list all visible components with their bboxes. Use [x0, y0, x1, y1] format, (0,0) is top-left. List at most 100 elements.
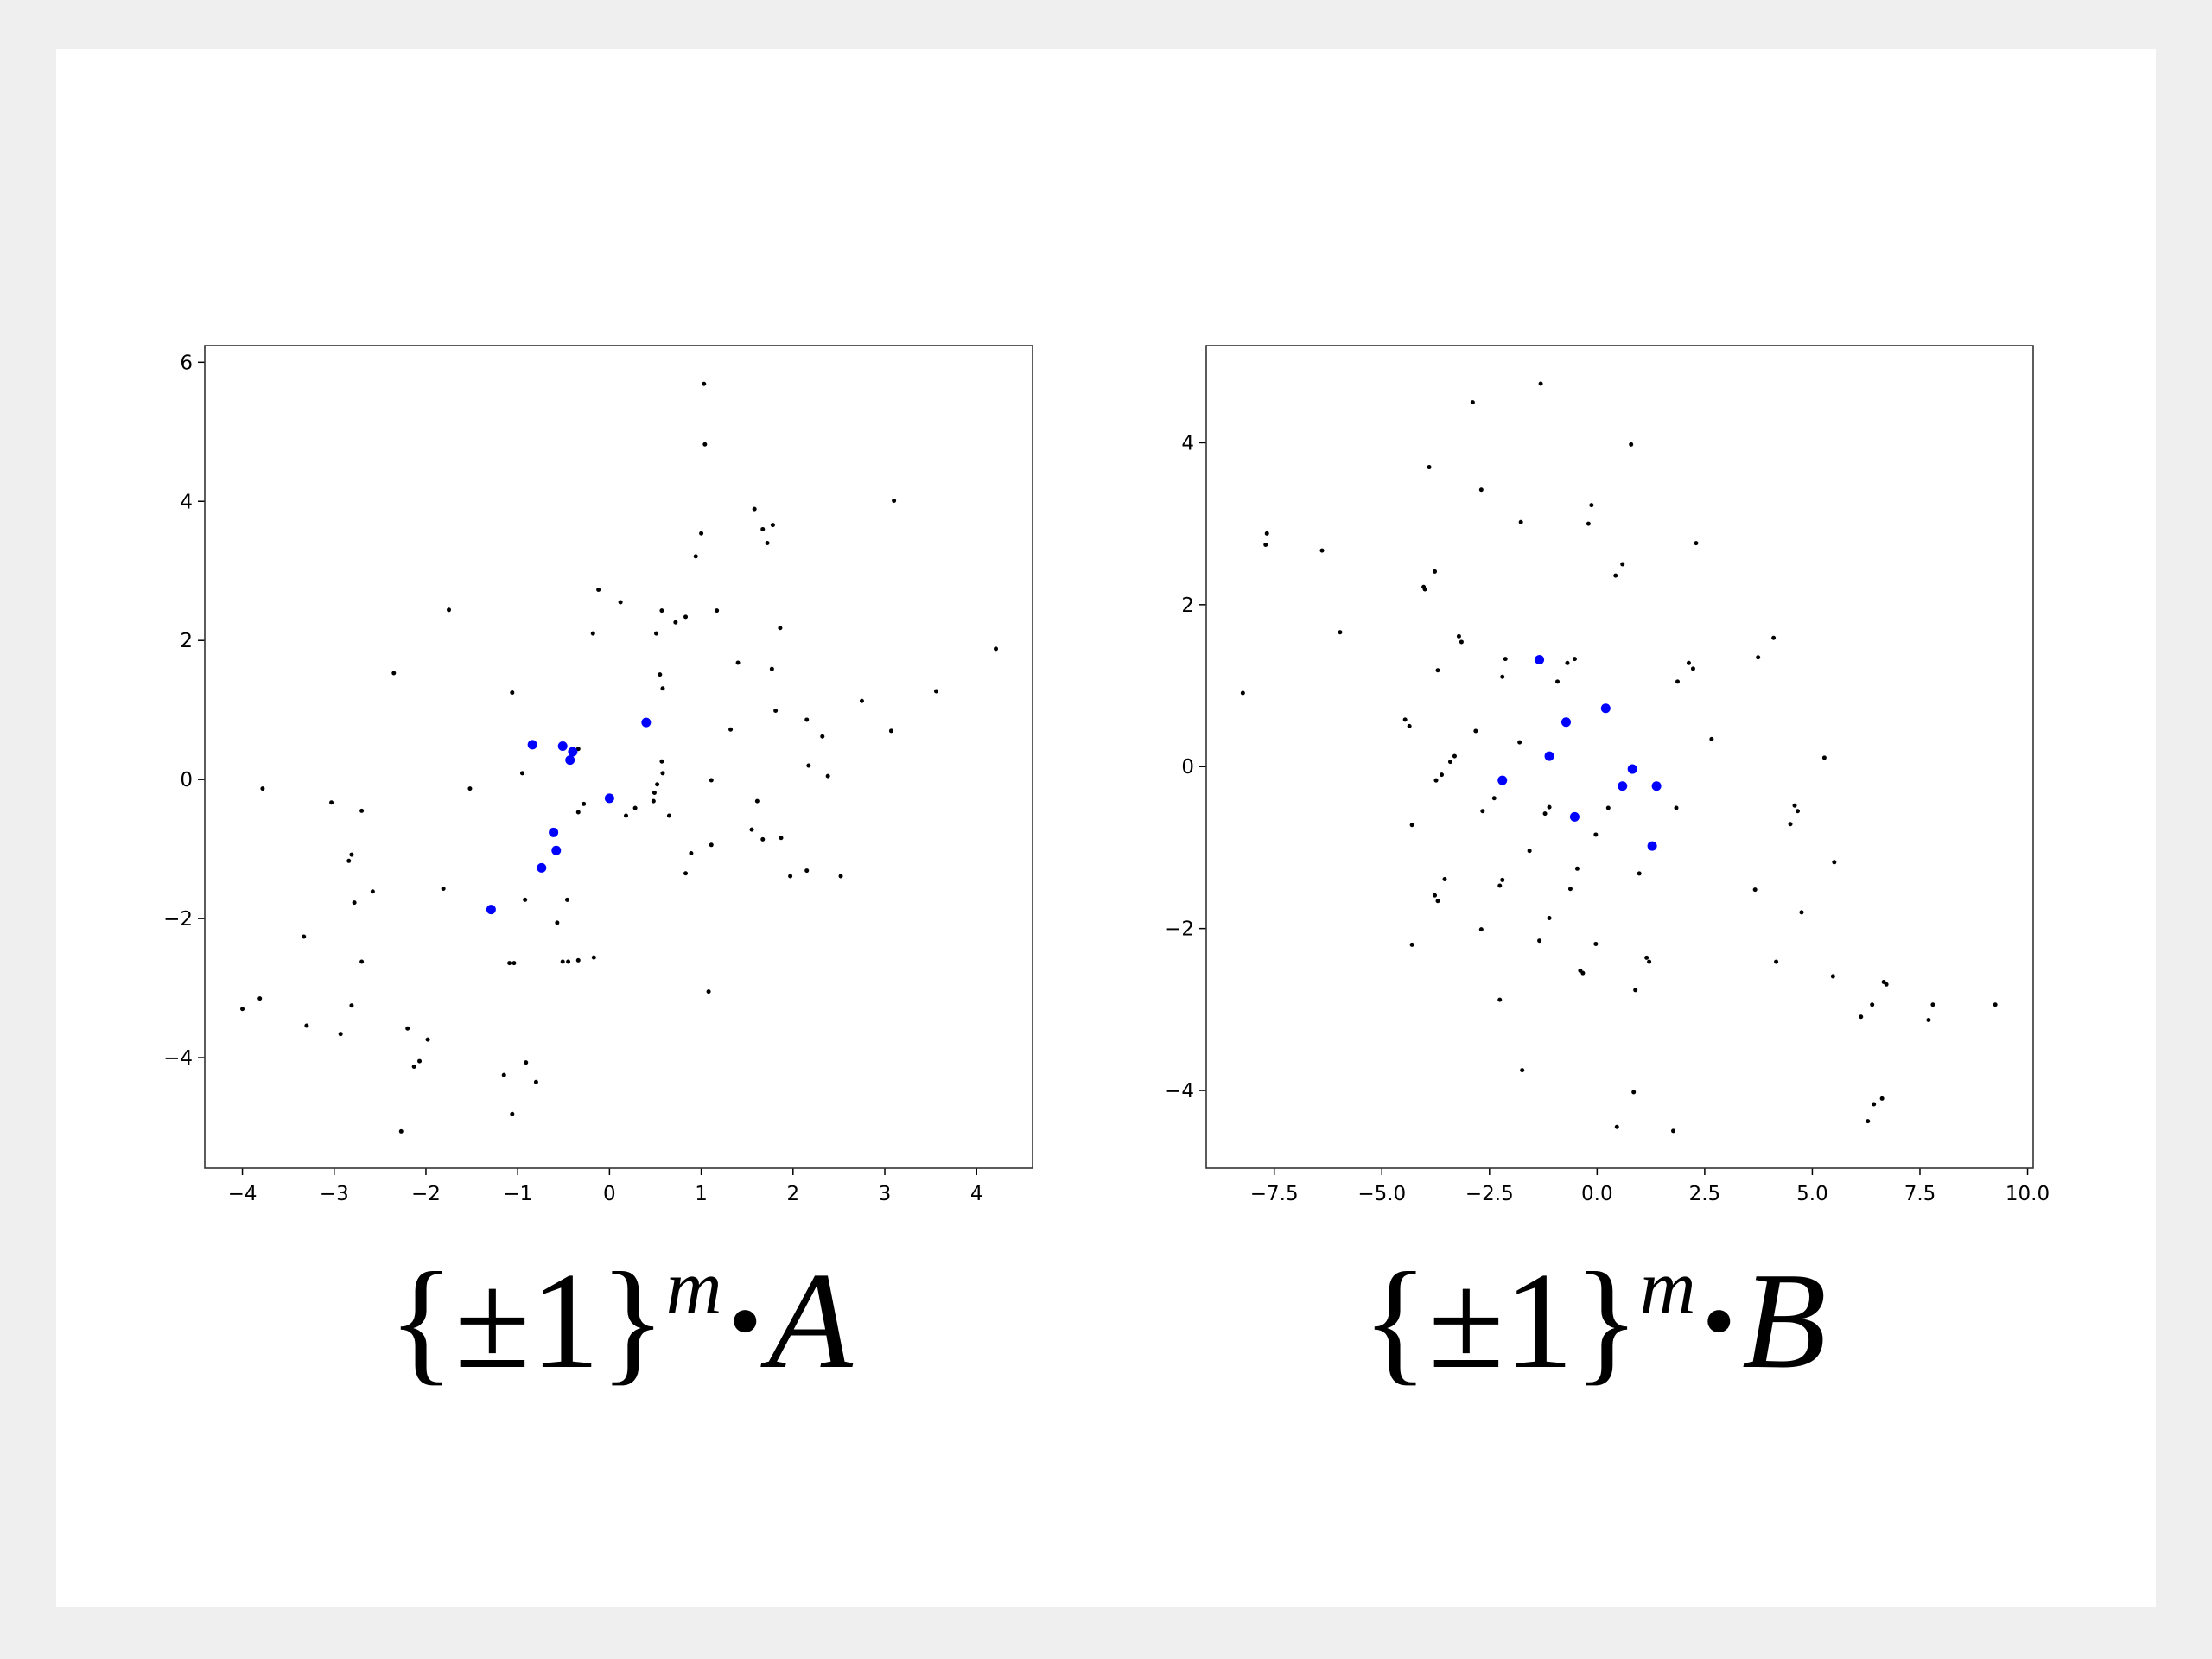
point [769, 666, 774, 671]
point [1565, 660, 1570, 665]
x-tick-label: −2.5 [1465, 1183, 1514, 1205]
point [1651, 781, 1662, 791]
x-tick-label: 0.0 [1581, 1183, 1613, 1205]
caption-letter: A [760, 1243, 854, 1397]
point [349, 1003, 354, 1008]
point [1452, 753, 1457, 759]
point [749, 827, 754, 832]
point [1752, 887, 1758, 893]
point [888, 728, 893, 734]
caption: {±1}m·B [1362, 1243, 1827, 1397]
point [1567, 887, 1573, 892]
point [1618, 781, 1628, 791]
point [411, 1065, 416, 1070]
point [533, 1079, 538, 1084]
point [1478, 487, 1484, 493]
point [1264, 531, 1269, 536]
point [1593, 832, 1599, 837]
point [512, 961, 517, 966]
point [1497, 775, 1508, 785]
x-tick-label: −3 [320, 1183, 349, 1205]
point [752, 506, 757, 512]
point [565, 897, 570, 902]
point [1433, 569, 1438, 574]
point [1442, 876, 1447, 881]
point [658, 672, 663, 677]
point [1647, 841, 1657, 851]
point [1686, 660, 1691, 665]
point [524, 1060, 529, 1065]
x-tick-label: 1 [695, 1183, 708, 1205]
point [1497, 883, 1503, 888]
point [467, 786, 473, 791]
point [1694, 541, 1699, 546]
point [1600, 703, 1611, 714]
point [1500, 674, 1505, 679]
point [240, 1007, 245, 1012]
point [566, 959, 571, 964]
point [651, 798, 656, 804]
point [501, 1072, 506, 1077]
point [754, 798, 760, 804]
point [398, 1128, 404, 1134]
point [1470, 400, 1475, 405]
point [655, 782, 660, 787]
point [1569, 811, 1580, 822]
point [618, 600, 623, 605]
axes-frame [204, 345, 1033, 1169]
point [1629, 442, 1634, 447]
point [660, 686, 665, 691]
point [370, 889, 375, 894]
caption-base: {±1} [388, 1243, 665, 1397]
x-tick-label: −1 [503, 1183, 532, 1205]
point [302, 934, 307, 939]
point [1589, 503, 1594, 508]
point [994, 646, 999, 652]
point [1930, 1002, 1936, 1007]
point [1832, 860, 1837, 865]
point [1614, 1124, 1619, 1129]
point [1774, 959, 1779, 964]
y-tick-label: 0 [180, 769, 193, 791]
point [1637, 871, 1642, 876]
point [1517, 740, 1522, 745]
point [715, 608, 720, 613]
y-tick-label: −4 [163, 1047, 193, 1070]
point [1422, 587, 1427, 592]
point [591, 955, 596, 960]
point [560, 959, 565, 964]
point [770, 523, 775, 528]
point [260, 786, 265, 791]
point [706, 989, 711, 995]
caption-base: {±1} [1362, 1243, 1639, 1397]
point [892, 498, 897, 503]
point [804, 868, 810, 874]
point [551, 845, 562, 855]
point [1631, 1090, 1637, 1095]
caption: {±1}m·A [388, 1243, 854, 1397]
point [405, 1026, 410, 1031]
x-tick-label: 0 [603, 1183, 616, 1205]
point [760, 526, 766, 531]
point [1593, 941, 1599, 946]
y-tick-label: 4 [1181, 432, 1194, 454]
point [666, 813, 671, 818]
point [1633, 988, 1638, 993]
point [1547, 915, 1552, 920]
point [709, 842, 714, 848]
point [1709, 736, 1714, 741]
point [1537, 938, 1542, 944]
point [1542, 811, 1548, 817]
point [623, 813, 628, 818]
point [859, 698, 864, 703]
point [779, 836, 784, 841]
point [1535, 655, 1545, 665]
point [728, 727, 734, 732]
y-tick-label: −4 [1165, 1080, 1194, 1103]
point [1671, 1128, 1676, 1134]
point [765, 541, 770, 546]
point [1620, 562, 1625, 567]
point [778, 626, 783, 631]
point [447, 607, 452, 613]
